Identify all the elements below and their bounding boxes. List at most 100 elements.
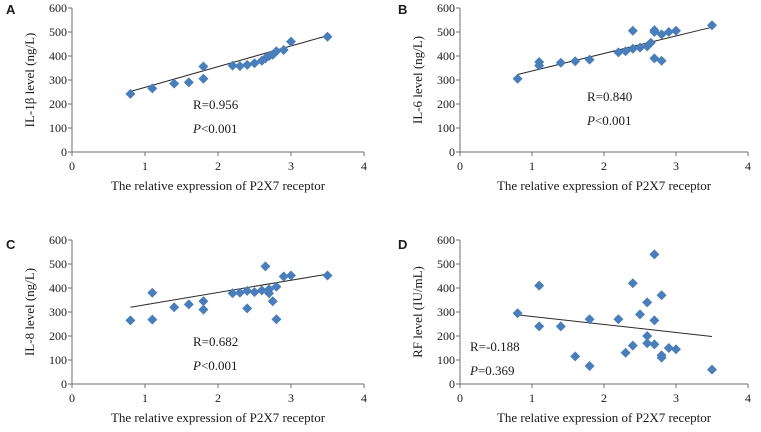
chart-b-data-point: [534, 57, 545, 67]
chart-b-data-point: [627, 43, 638, 54]
chart-a-y-tick-label: 600: [49, 1, 67, 15]
chart-d-x-tick-label: 3: [673, 391, 679, 405]
chart-a-x-tick-label: 2: [215, 159, 221, 173]
chart-d-data-point: [707, 364, 717, 375]
chart-b-y-axis-title: IL-6 level (ng/L): [410, 36, 425, 124]
chart-d-data-point: [656, 350, 667, 361]
chart-b-y-tick-label: 100: [437, 121, 455, 135]
chart-d-x-axis-title: The relative expression of P2X7 receptor: [497, 410, 712, 425]
chart-a-data-point: [278, 45, 289, 55]
chart-c-data-point: [286, 270, 296, 281]
chart-a-r-value: R=0.956: [193, 97, 239, 112]
chart-d-x-tick-label: 1: [529, 391, 535, 405]
chart-c-trendline: [130, 273, 328, 308]
chart-a-x-tick-label: 3: [288, 159, 294, 173]
chart-d-letter: D: [398, 237, 407, 252]
chart-a-p-number: <0.001: [201, 121, 238, 136]
chart-a-y-tick-label: 100: [49, 121, 67, 135]
chart-a-p-value: P<0.001: [192, 121, 238, 136]
chart-d-trendline: [517, 314, 713, 337]
chart-d-data-point: [570, 351, 581, 362]
chart-a-y-axis-title: IL-1β level (ng/L): [22, 33, 37, 128]
chart-d-data-point: [512, 308, 523, 319]
chart-c-panel: C 0 100 200 300 400 500 600 0 1 2 3 4 The relative ex…: [6, 233, 367, 425]
chart-c-data-point: [183, 299, 194, 310]
chart-c-x-tick-label: 2: [215, 391, 221, 405]
chart-d-data-point: [649, 249, 660, 260]
chart-d-y-axis-title: RF level (IU/mL): [410, 266, 425, 358]
chart-b-x-tick-label: 0: [457, 159, 463, 173]
chart-d-data-point: [555, 321, 566, 332]
chart-a-data-point: [271, 46, 282, 57]
chart-b-x-tick-label: 3: [673, 159, 679, 173]
chart-d-data-point: [663, 343, 674, 353]
chart-a-trendline: [130, 35, 328, 93]
chart-c-data-point: [322, 270, 333, 281]
chart-d-data-point: [627, 340, 638, 351]
chart-c-y-tick-label: 400: [49, 281, 67, 295]
chart-b-y-tick-label: 200: [437, 97, 455, 111]
chart-a-data-point: [242, 59, 253, 70]
chart-d-y-tick-label: 200: [437, 329, 455, 343]
chart-a-x-axis-title: The relative expression of P2X7 receptor: [111, 178, 326, 193]
chart-c-data-point: [198, 296, 209, 307]
chart-b-data-point: [707, 20, 717, 31]
chart-c-y-tick-label: 0: [61, 377, 67, 391]
chart-b-data-point: [663, 27, 674, 37]
chart-a-data-point: [147, 83, 158, 94]
chart-a-data-point: [198, 73, 209, 84]
chart-c-data-point: [249, 287, 260, 298]
chart-c-y-tick-label: 300: [49, 305, 67, 319]
chart-b-letter: B: [398, 2, 407, 17]
chart-d-data-point: [671, 344, 681, 355]
chart-c-data-point: [267, 296, 278, 307]
chart-d-data-point: [649, 339, 660, 350]
chart-d-data-point: [642, 297, 653, 308]
chart-b-x-axis-title: The relative expression of P2X7 receptor: [497, 178, 712, 193]
chart-a-y-tick-label: 400: [49, 49, 67, 63]
chart-b-data-point: [613, 47, 624, 58]
chart-a-x-tick-label: 0: [69, 159, 75, 173]
chart-b-panel: B 0 100 200 300 400 500 600 0 1 2 3 4 The relative ex…: [398, 1, 751, 193]
chart-c-x-tick-label: 4: [361, 391, 367, 405]
chart-c-data-point: [147, 314, 158, 325]
chart-c-y-tick-label: 600: [49, 233, 67, 247]
chart-d-y-tick-label: 400: [437, 281, 455, 295]
chart-d-data-point: [613, 314, 624, 325]
chart-d-y-tick-label: 0: [449, 377, 455, 391]
chart-b-data-point: [584, 54, 595, 65]
chart-a-data-point: [198, 61, 209, 72]
chart-d-data-point: [584, 314, 595, 325]
chart-b-x-tick-label: 1: [529, 159, 535, 173]
chart-b-data-point: [649, 25, 660, 36]
chart-b-y-tick-label: 500: [437, 25, 455, 39]
chart-a-data-point: [227, 60, 238, 71]
chart-c-p-symbol: P: [192, 358, 201, 373]
chart-b-x-tick-label: 4: [745, 159, 751, 173]
chart-c-data-point: [234, 287, 245, 298]
chart-d-data-point: [627, 278, 638, 289]
chart-b-data-point: [671, 25, 681, 36]
chart-c-y-tick-label: 100: [49, 353, 67, 367]
chart-d-p-number: =0.369: [478, 363, 515, 378]
chart-a-letter: A: [6, 2, 16, 17]
chart-d-y-tick-label: 600: [437, 233, 455, 247]
chart-b-data-point: [656, 29, 667, 40]
chart-c-data-point: [242, 285, 253, 296]
chart-a-y-tick-label: 200: [49, 97, 67, 111]
chart-c-data-point: [260, 261, 271, 272]
chart-d-data-point: [534, 321, 545, 332]
chart-d-data-point: [642, 338, 653, 349]
chart-a-p-symbol: P: [192, 121, 201, 136]
chart-b-data-point: [656, 55, 667, 66]
chart-c-y-tick-label: 500: [49, 257, 67, 271]
chart-b-data-point: [570, 56, 581, 67]
chart-c-data-point: [198, 304, 209, 315]
chart-d-p-symbol: P: [469, 363, 478, 378]
chart-d-r-value: R=-0.188: [470, 339, 520, 354]
chart-b-data-point: [512, 73, 523, 84]
chart-b-data-point: [635, 42, 645, 53]
chart-d-x-tick-label: 2: [601, 391, 607, 405]
chart-c-r-value: R=0.682: [193, 334, 238, 349]
chart-b-y-tick-label: 400: [437, 49, 455, 63]
